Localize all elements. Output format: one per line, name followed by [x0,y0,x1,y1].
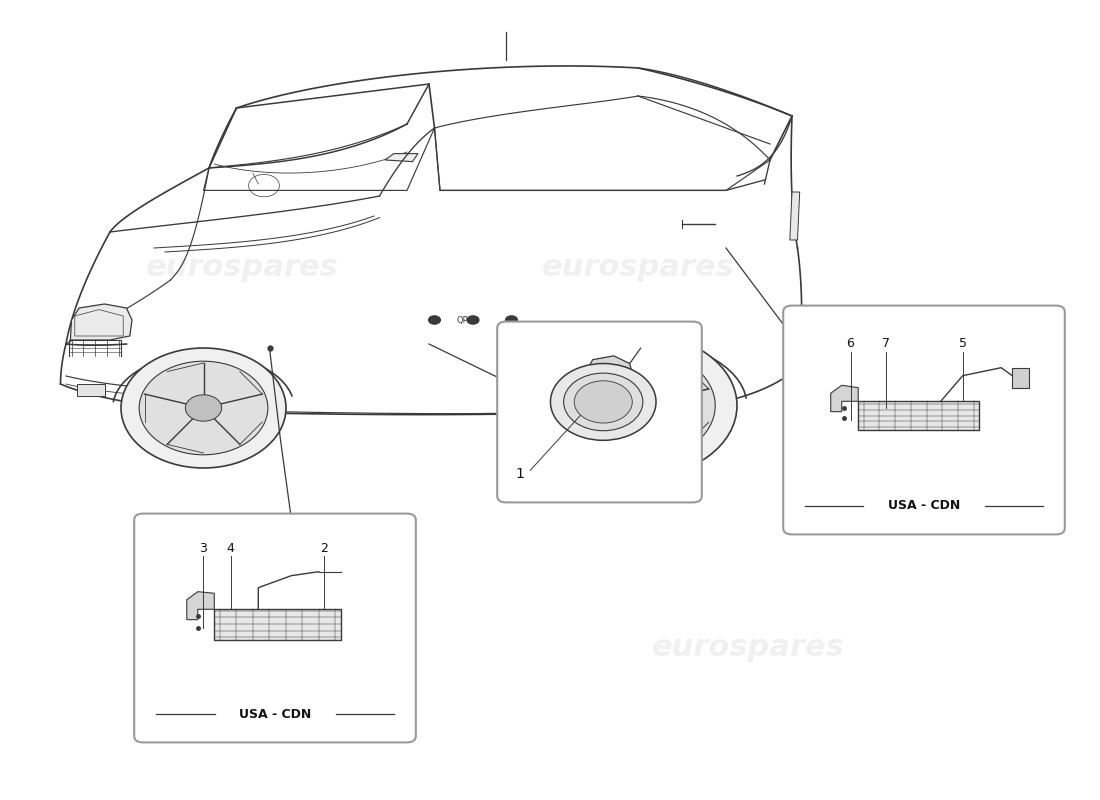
Polygon shape [790,192,800,240]
Polygon shape [858,402,979,430]
Text: M: M [92,326,99,332]
Text: eurospares: eurospares [145,634,339,662]
Circle shape [466,315,480,325]
Polygon shape [1012,368,1028,388]
Circle shape [139,362,268,454]
Text: eurospares: eurospares [651,634,845,662]
Polygon shape [582,356,635,414]
Circle shape [574,381,632,423]
Circle shape [428,315,441,325]
Circle shape [185,394,222,421]
Circle shape [505,315,518,325]
Polygon shape [77,384,104,396]
Text: 6: 6 [847,338,855,350]
Text: 7: 7 [882,338,890,350]
FancyBboxPatch shape [497,322,702,502]
Text: USA - CDN: USA - CDN [888,499,960,512]
Polygon shape [70,304,132,340]
Text: 5: 5 [959,338,967,350]
Circle shape [563,373,642,430]
Polygon shape [830,386,858,412]
Text: 1: 1 [516,466,525,481]
FancyBboxPatch shape [783,306,1065,534]
Text: eurospares: eurospares [541,254,735,282]
Polygon shape [214,610,341,640]
Circle shape [121,348,286,468]
Text: 3: 3 [199,542,207,554]
Circle shape [550,363,656,440]
FancyBboxPatch shape [134,514,416,742]
Text: 4: 4 [227,542,234,554]
Text: eurospares: eurospares [145,254,339,282]
Polygon shape [187,592,214,620]
Text: 2: 2 [320,542,328,554]
Circle shape [561,350,715,462]
Text: USA - CDN: USA - CDN [239,708,311,721]
Circle shape [618,391,658,420]
Text: QP: QP [456,315,468,325]
Circle shape [539,334,737,478]
Polygon shape [385,154,418,162]
